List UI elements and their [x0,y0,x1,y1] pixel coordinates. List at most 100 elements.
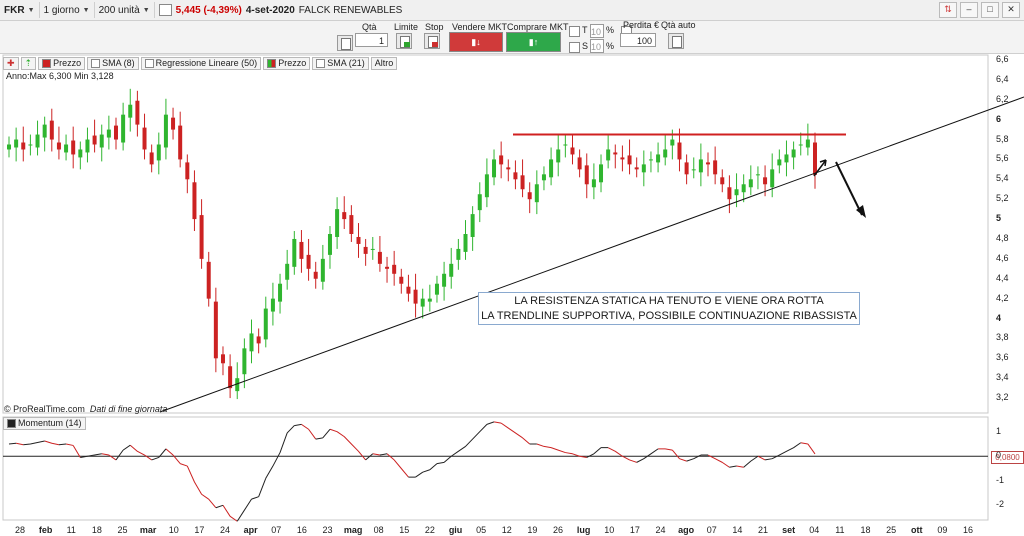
source-note: © ProRealTime.com Dati di fine giornata [4,404,167,414]
x-tick-label: mag [343,525,363,535]
candle-body [591,179,596,188]
candle-body [541,174,546,181]
candle-body [463,234,468,252]
y-tick-label: 3,6 [996,352,1009,363]
legend-prezzo2[interactable]: Prezzo [263,57,311,70]
stop-order-icon[interactable] [424,33,440,49]
t-pct: % [606,25,615,35]
x-tick-label: lug [576,525,591,535]
x-tick-label: 12 [501,525,512,535]
candle-body [49,120,54,140]
timeframe-select[interactable]: 1 giorno ▼ [40,2,95,18]
candle-body [285,263,290,280]
units-select[interactable]: 200 unità ▼ [95,2,155,18]
legend-sma8[interactable]: SMA (8) [87,57,139,70]
candle-body [577,157,582,170]
down-arrow-head [856,205,866,218]
y-tick-label: 3,4 [996,372,1009,383]
sell-label: Vendere MKT [452,22,508,32]
up-arrow [813,159,827,177]
candle-body [92,135,97,145]
candle-body [584,165,589,185]
legend-add-button[interactable]: ✚ [3,57,19,70]
auto-qty-icon[interactable] [668,33,684,49]
candle-body [228,366,233,389]
y-tick-label: 4,2 [996,292,1009,303]
s-input[interactable]: 10 [590,39,604,53]
candle-body [698,159,703,173]
x-tick-label: 15 [399,525,410,535]
x-tick-label: 24 [655,525,666,535]
candle-body [606,149,611,161]
candle-body [106,129,111,138]
sell-market-button[interactable]: ▮↓ [449,32,503,52]
candle-body [663,149,668,158]
y-tick-label: 6,2 [996,93,1009,104]
x-tick-label: set [782,525,796,535]
keyboard-icon[interactable] [337,35,353,51]
maximize-icon[interactable]: □ [981,2,999,18]
candle-body [163,114,168,148]
candle-body [413,289,418,304]
legend-up-button[interactable]: ⇡ [20,57,37,70]
candle-body [556,149,561,163]
ticker-label: FKR [4,4,25,16]
candle-body [56,142,61,150]
candle-body [249,333,254,352]
candle-body [28,144,33,146]
chart-icon[interactable] [158,4,172,16]
instrument-name: FALCK RENEWABLES [298,4,403,16]
minimize-icon[interactable]: – [960,2,978,18]
limit-order-icon[interactable] [396,33,412,49]
trade-icon[interactable]: ⇅ [939,2,957,18]
x-tick-label: 07 [706,525,717,535]
close-icon[interactable]: ✕ [1002,2,1020,18]
candle-body [420,298,425,307]
candle-body [349,215,354,234]
units-label: 200 unità [98,4,140,16]
candle-body [784,154,789,163]
y-tick-label: 5,2 [996,193,1009,204]
candle-body [121,114,126,143]
x-tick-label: 10 [604,525,615,535]
qty-input[interactable]: 1 [355,33,388,47]
candle-body [798,144,803,146]
candle-body [470,214,475,237]
limit-label: Limite [394,22,419,32]
y-tick-label: 4,4 [996,272,1009,283]
candle-body [71,140,76,155]
legend-altro[interactable]: Altro [370,57,398,70]
price-change: 5,445 (-4,39%) [175,4,242,16]
candle-body [534,184,539,203]
momentum-legend[interactable]: Momentum (14) [3,417,86,430]
x-tick-label: 16 [962,525,974,535]
buy-market-button[interactable]: ▮↑ [506,32,561,52]
candle-body [627,155,632,165]
candle-body [734,189,739,196]
x-tick-label: 16 [296,525,307,535]
candle-body [292,238,297,267]
chevron-down-icon: ▼ [82,6,90,14]
y-tick-label: 3,2 [996,392,1009,403]
legend-sma21[interactable]: SMA (21) [312,57,369,70]
candle-body [278,283,283,302]
y-tick-label: 5,6 [996,153,1009,164]
candle-body [342,212,347,220]
t-input[interactable]: 10 [590,24,604,38]
s-checkbox[interactable] [569,42,580,53]
t-checkbox[interactable] [569,26,580,37]
candle-body [677,142,682,160]
legend-regression[interactable]: Regressione Lineare (50) [140,57,262,70]
qty-label: Qtà [362,22,377,32]
y-tick-label: 6,6 [996,53,1009,64]
order-bar: Qtà 1 Limite Stop Vendere MKT ▮↓ Comprar… [0,20,1024,54]
legend-prezzo[interactable]: Prezzo [38,57,86,70]
candle-body [791,149,796,158]
x-tick-label: 10 [168,525,179,535]
color-swatch [7,419,16,428]
analysis-note[interactable]: LA RESISTENZA STATICA HA TENUTO E VIENE … [478,292,860,325]
ticker-select[interactable]: FKR ▼ [0,2,40,18]
legend-sma21-label: SMA (21) [327,58,365,68]
loss-input[interactable]: 100 [620,33,656,47]
